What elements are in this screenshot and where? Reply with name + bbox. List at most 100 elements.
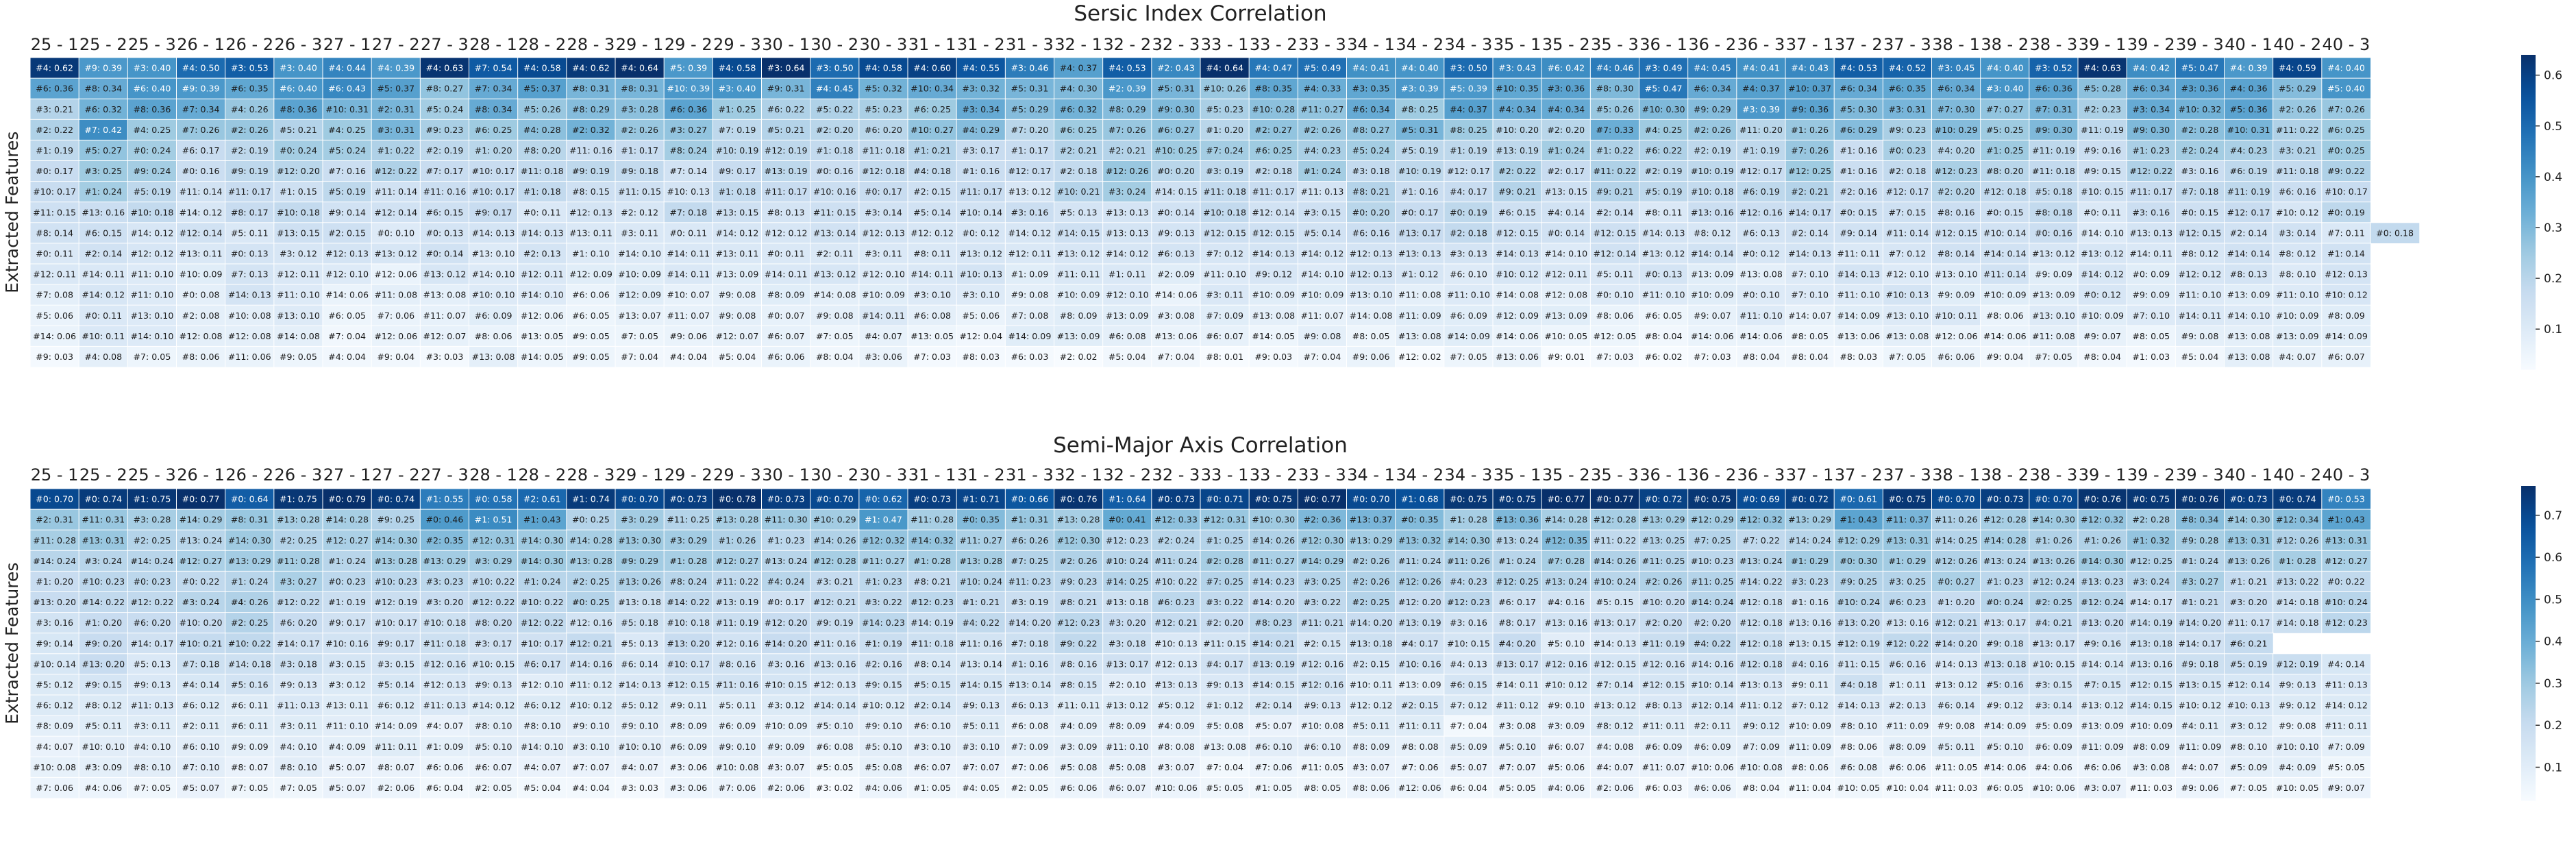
cell-label: #7: 0.16 [328, 166, 366, 176]
cell-label: #14: 0.28 [1544, 515, 1587, 525]
cell-label: #4: 0.34 [1547, 104, 1585, 114]
heatmap-cell [1248, 77, 1299, 100]
cell-label: #6: 0.07 [1109, 783, 1146, 793]
cell-label: #1: 0.19 [36, 145, 73, 156]
cell-label: #12: 0.15 [1935, 228, 1978, 238]
cell-label: #8: 0.04 [2083, 352, 2121, 362]
cell-label: #5: 0.05 [816, 762, 854, 772]
heatmap-cell [225, 139, 275, 162]
column-label: 35 - 1 [1494, 465, 1541, 485]
cell-label: #13: 0.24 [1544, 576, 1587, 587]
cell-label: #11: 0.16 [423, 186, 466, 197]
cell-label: #1: 0.10 [572, 248, 610, 258]
cell-label: #11: 0.14 [1983, 269, 2027, 280]
cell-label: #4: 0.04 [572, 783, 610, 793]
cell-label: #11: 0.24 [1398, 556, 1441, 566]
cell-label: #11: 0.14 [374, 186, 417, 197]
cell-label: #1: 0.23 [2132, 145, 2170, 156]
cell-label: #5: 0.47 [1645, 84, 1683, 94]
colorbar-tick-label: 0.1 [2544, 761, 2562, 774]
cell-label: #13: 0.17 [2032, 638, 2075, 648]
cell-label: #3: 0.16 [767, 659, 805, 669]
cell-label: #1: 0.71 [962, 494, 1000, 504]
cell-label: #8: 0.20 [475, 617, 512, 628]
cell-label: #2: 0.15 [1401, 700, 1439, 711]
cell-label: #1: 0.22 [1596, 145, 1633, 156]
cell-label: #10: 0.29 [1935, 125, 1978, 135]
cell-label: #14: 0.10 [1300, 269, 1343, 280]
cell-label: #2: 0.26 [2279, 104, 2316, 114]
cell-label: #14: 0.13 [228, 290, 271, 300]
cell-label: #12: 0.10 [325, 269, 369, 280]
cell-label: #11: 0.15 [1837, 659, 1880, 669]
cell-label: #10: 0.16 [325, 638, 369, 648]
cell-label: #0: 0.75 [1254, 494, 1292, 504]
cell-label: #13: 0.08 [1203, 742, 1246, 752]
cell-label: #3: 0.50 [1450, 63, 1487, 73]
cell-label: #4: 0.21 [2035, 617, 2072, 628]
heatmap-cell [1297, 77, 1348, 100]
cell-label: #1: 0.18 [816, 145, 854, 156]
cell-label: #8: 0.07 [377, 762, 414, 772]
cell-label: #14: 0.09 [374, 721, 417, 731]
heatmap-cell [1151, 201, 1202, 223]
heatmap-cell [1687, 119, 1737, 141]
cell-label: #3: 0.08 [2132, 762, 2170, 772]
cell-label: #11: 0.10 [130, 290, 173, 300]
cell-label: #7: 0.12 [1791, 700, 1829, 711]
cell-label: #9: 0.09 [2132, 290, 2170, 300]
cell-label: #10: 0.27 [911, 125, 954, 135]
cell-label: #14: 0.11 [2178, 310, 2221, 321]
cell-label: #8: 0.09 [2327, 310, 2365, 321]
cell-label: #13: 0.25 [1642, 535, 1685, 546]
cell-label: #9: 0.11 [669, 700, 707, 711]
heatmap-cell [322, 77, 373, 100]
cell-label: #1: 0.24 [523, 576, 561, 587]
cell-label: #11: 0.15 [618, 186, 661, 197]
column-label: 35 - 3 [1591, 35, 1639, 54]
cell-label: #1: 0.43 [523, 515, 561, 525]
cell-label: #9: 0.17 [718, 166, 756, 176]
cell-label: #4: 0.06 [865, 783, 902, 793]
cell-label: #5: 0.10 [1498, 742, 1536, 752]
cell-label: #3: 0.46 [1011, 63, 1048, 73]
cell-label: #0: 0.11 [767, 248, 805, 258]
cell-label: #8: 0.27 [425, 84, 463, 94]
heatmap-cell [1931, 181, 1981, 203]
heatmap-cell [1346, 181, 1396, 203]
heatmap-cell [1151, 160, 1202, 182]
cell-label: #5: 0.09 [1450, 742, 1487, 752]
cell-label: #11: 0.17 [2129, 186, 2172, 197]
cell-label: #1: 0.16 [962, 166, 1000, 176]
heatmap-cell [469, 57, 519, 80]
cell-label: #14: 0.25 [1106, 576, 1149, 587]
cell-label: #8: 0.04 [1742, 352, 1780, 362]
cell-label: #12: 0.05 [1593, 331, 1636, 341]
cell-label: #14: 0.18 [228, 659, 271, 669]
cell-label: #0: 0.69 [1742, 494, 1780, 504]
cell-label: #6: 0.10 [913, 721, 951, 731]
cell-label: #2: 0.14 [1791, 228, 1829, 238]
cell-label: #8: 0.24 [669, 576, 707, 587]
column-label: 27 - 2 [372, 35, 420, 54]
cell-label: #6: 0.09 [2035, 742, 2072, 752]
heatmap-cell [2175, 119, 2225, 141]
cell-label: #5: 0.25 [1986, 125, 2024, 135]
cell-label: #11: 0.08 [1398, 290, 1441, 300]
cell-label: #13: 0.32 [1398, 535, 1441, 546]
cell-label: #12: 0.33 [1154, 515, 1198, 525]
cell-label: #9: 0.14 [36, 638, 73, 648]
cell-label: #12: 0.11 [521, 269, 564, 280]
cell-label: #14: 0.09 [1447, 331, 1490, 341]
cell-label: #6: 0.16 [1888, 659, 1926, 669]
cell-label: #12: 0.28 [813, 556, 856, 566]
cell-label: #6: 0.12 [377, 700, 414, 711]
cell-label: #11: 0.18 [862, 145, 905, 156]
cell-label: #0: 0.74 [377, 494, 414, 504]
cell-label: #10: 0.12 [2325, 290, 2368, 300]
cell-label: #13: 0.16 [1544, 617, 1587, 628]
cell-label: #5: 0.18 [2035, 186, 2072, 197]
cell-label: #4: 0.18 [913, 166, 951, 176]
cell-label: #14: 0.06 [1739, 331, 1783, 341]
cell-label: #3: 0.03 [425, 352, 463, 362]
